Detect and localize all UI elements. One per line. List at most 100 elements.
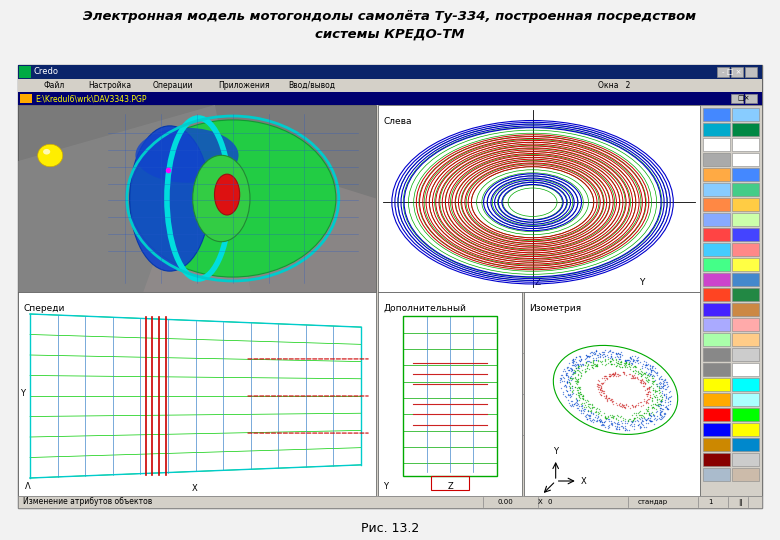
Point	[658, 377, 671, 386]
Point	[601, 386, 613, 395]
Point	[643, 382, 655, 391]
Point	[573, 389, 586, 398]
Point	[640, 357, 653, 366]
Point	[646, 396, 658, 404]
Point	[557, 373, 569, 381]
Point	[645, 365, 658, 374]
Point	[624, 354, 636, 362]
Point	[636, 375, 649, 384]
Point	[629, 401, 642, 410]
Text: системы КРЕДО-ТМ: системы КРЕДО-ТМ	[315, 28, 465, 41]
Bar	[732, 333, 759, 346]
Text: Операции: Операции	[153, 81, 193, 90]
Point	[651, 395, 663, 403]
Point	[596, 417, 608, 426]
Point	[646, 404, 658, 413]
Point	[564, 379, 576, 387]
Point	[609, 369, 622, 378]
Point	[662, 404, 675, 413]
Point	[626, 402, 639, 410]
Point	[634, 369, 647, 378]
Point	[598, 411, 611, 420]
Point	[623, 415, 636, 424]
Bar	[703, 333, 730, 346]
Point	[580, 357, 592, 366]
Point	[592, 384, 604, 393]
Point	[589, 413, 601, 422]
Point	[602, 423, 615, 432]
Point	[599, 386, 612, 394]
Point	[616, 402, 629, 410]
Point	[643, 387, 655, 395]
Point	[575, 361, 587, 369]
Point	[563, 383, 576, 392]
Bar	[703, 138, 730, 151]
Point	[650, 369, 662, 377]
Point	[640, 375, 652, 384]
Bar	[745, 67, 757, 77]
Point	[654, 403, 666, 412]
Bar	[703, 378, 730, 391]
Point	[566, 397, 578, 406]
Point	[591, 411, 604, 420]
Text: X: X	[580, 476, 587, 485]
Point	[656, 392, 668, 401]
Point	[601, 374, 614, 382]
Point	[654, 410, 667, 418]
Point	[570, 361, 583, 369]
Point	[566, 366, 578, 375]
Point	[616, 419, 629, 428]
Point	[627, 367, 640, 375]
Point	[601, 388, 613, 397]
Point	[634, 372, 647, 381]
Point	[611, 410, 623, 419]
Point	[577, 407, 590, 415]
Point	[622, 362, 635, 370]
Point	[586, 400, 598, 409]
Point	[647, 403, 659, 412]
Point	[599, 352, 612, 361]
Point	[557, 388, 569, 396]
Point	[598, 372, 611, 381]
Point	[641, 407, 654, 416]
Point	[566, 388, 578, 396]
Point	[600, 383, 612, 391]
Point	[571, 397, 583, 406]
Point	[563, 374, 576, 383]
Bar	[732, 258, 759, 271]
Point	[653, 382, 665, 390]
Point	[641, 383, 654, 392]
Point	[627, 414, 640, 423]
Point	[568, 369, 580, 377]
Point	[636, 375, 648, 384]
Point	[649, 388, 661, 397]
Point	[589, 349, 601, 357]
Point	[622, 416, 634, 424]
Point	[561, 379, 573, 388]
Point	[658, 376, 671, 384]
Point	[651, 387, 663, 395]
Point	[581, 364, 594, 373]
Point	[619, 396, 632, 405]
Point	[574, 360, 587, 369]
Point	[597, 349, 610, 358]
Point	[654, 406, 666, 414]
Point	[609, 418, 622, 427]
Point	[644, 385, 656, 394]
Point	[590, 359, 603, 368]
Point	[632, 375, 644, 383]
Point	[642, 403, 654, 411]
Point	[617, 423, 629, 432]
Point	[613, 357, 626, 366]
Point	[640, 361, 652, 369]
Point	[639, 391, 651, 400]
Point	[647, 415, 660, 423]
Point	[571, 401, 583, 409]
Point	[640, 418, 652, 427]
Point	[647, 361, 659, 370]
Point	[593, 387, 605, 396]
Point	[568, 399, 580, 408]
Point	[575, 356, 587, 364]
Point	[632, 394, 644, 403]
Point	[615, 358, 627, 367]
